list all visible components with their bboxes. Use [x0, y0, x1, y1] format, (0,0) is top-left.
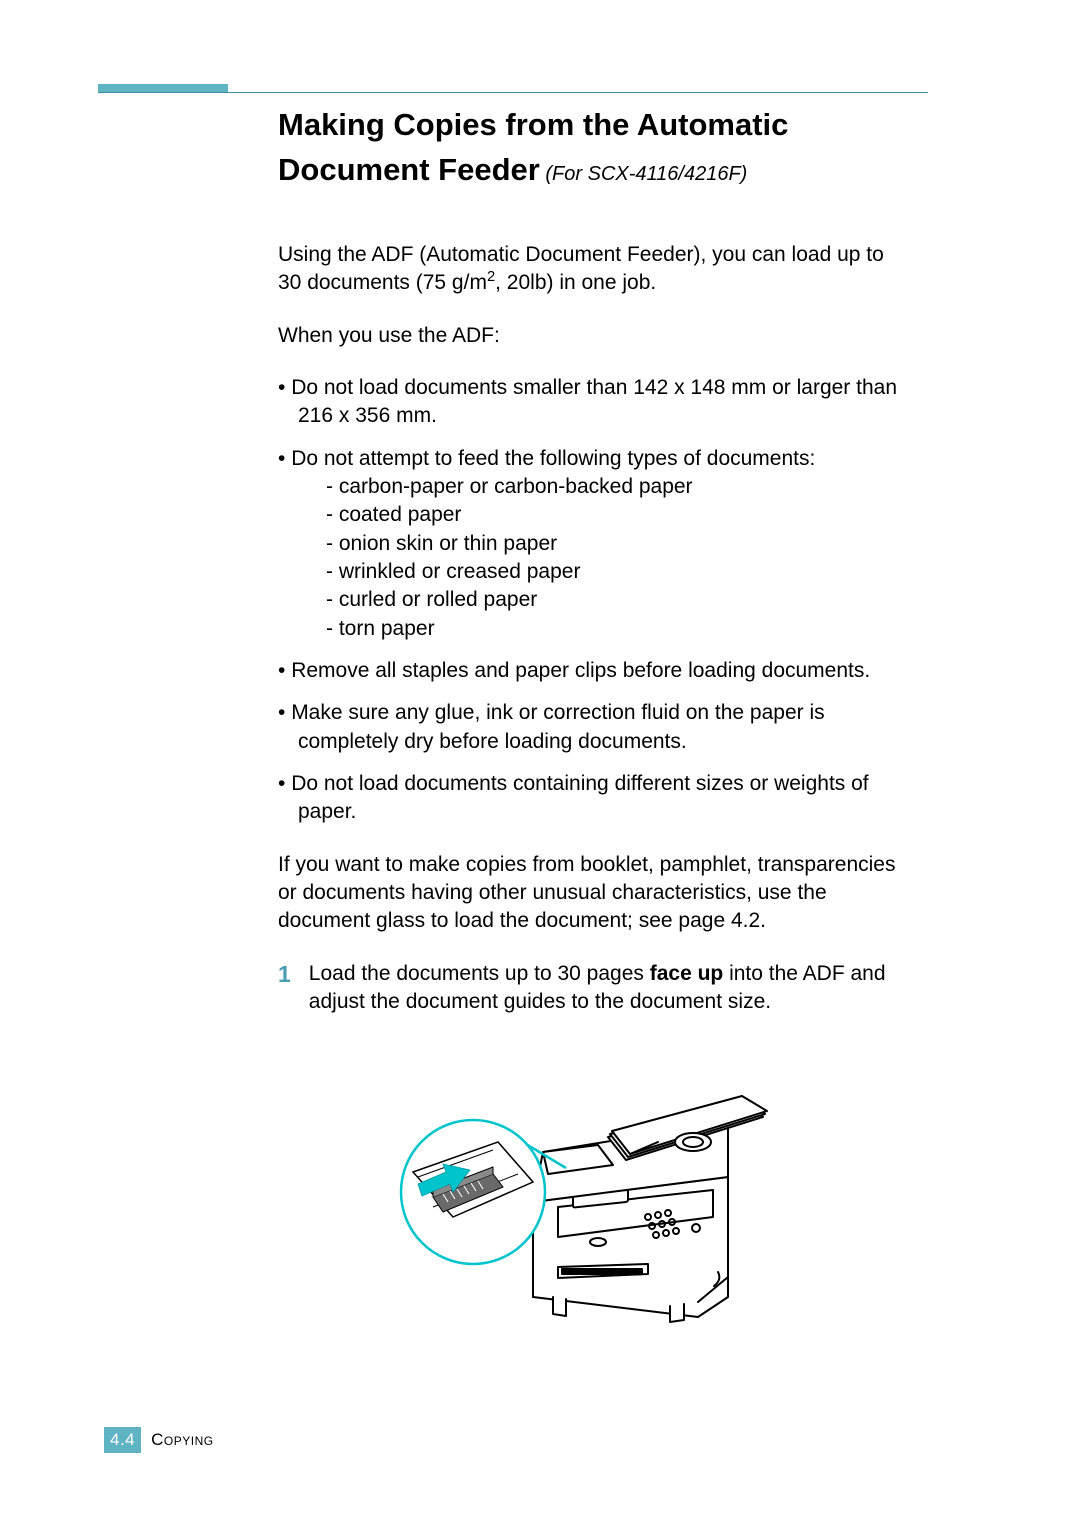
sub-item: - onion skin or thin paper — [326, 530, 898, 558]
step-number: 1 — [278, 960, 291, 1017]
content-column: Making Copies from the Automatic Documen… — [278, 103, 898, 1332]
sub-list: - carbon-paper or carbon-backed paper - … — [298, 473, 898, 643]
when-line: When you use the ADF: — [278, 322, 898, 350]
step-1: 1 Load the documents up to 30 pages face… — [278, 960, 898, 1017]
figure-wrapper — [278, 1042, 898, 1332]
after-paragraph: If you want to make copies from booklet,… — [278, 851, 898, 936]
bullet-item: Do not load documents smaller than 142 x… — [278, 374, 898, 431]
step-text: Load the documents up to 30 pages face u… — [309, 960, 898, 1017]
bullet-item: Do not load documents containing differe… — [278, 770, 898, 827]
adf-bullets: Do not load documents smaller than 142 x… — [278, 374, 898, 827]
page-footer: 4.4 Copying — [104, 1427, 214, 1453]
printer-illustration — [398, 1042, 778, 1332]
sub-item: - curled or rolled paper — [326, 586, 898, 614]
sub-item: - coated paper — [326, 501, 898, 529]
bullet-item: Make sure any glue, ink or correction fl… — [278, 699, 898, 756]
page-title: Making Copies from the Automatic Documen… — [278, 103, 898, 193]
sub-item: - carbon-paper or carbon-backed paper — [326, 473, 898, 501]
intro-paragraph: Using the ADF (Automatic Document Feeder… — [278, 241, 898, 298]
title-subtitle: (For SCX-4116/4216F) — [540, 163, 748, 185]
heading-rule — [98, 92, 928, 93]
bullet-item: Remove all staples and paper clips befor… — [278, 657, 898, 685]
sub-item: - wrinkled or creased paper — [326, 558, 898, 586]
footer-section-label: Copying — [151, 1430, 213, 1450]
sub-item: - torn paper — [326, 615, 898, 643]
page-number-badge: 4.4 — [104, 1427, 141, 1453]
bullet-item: Do not attempt to feed the following typ… — [278, 445, 898, 643]
